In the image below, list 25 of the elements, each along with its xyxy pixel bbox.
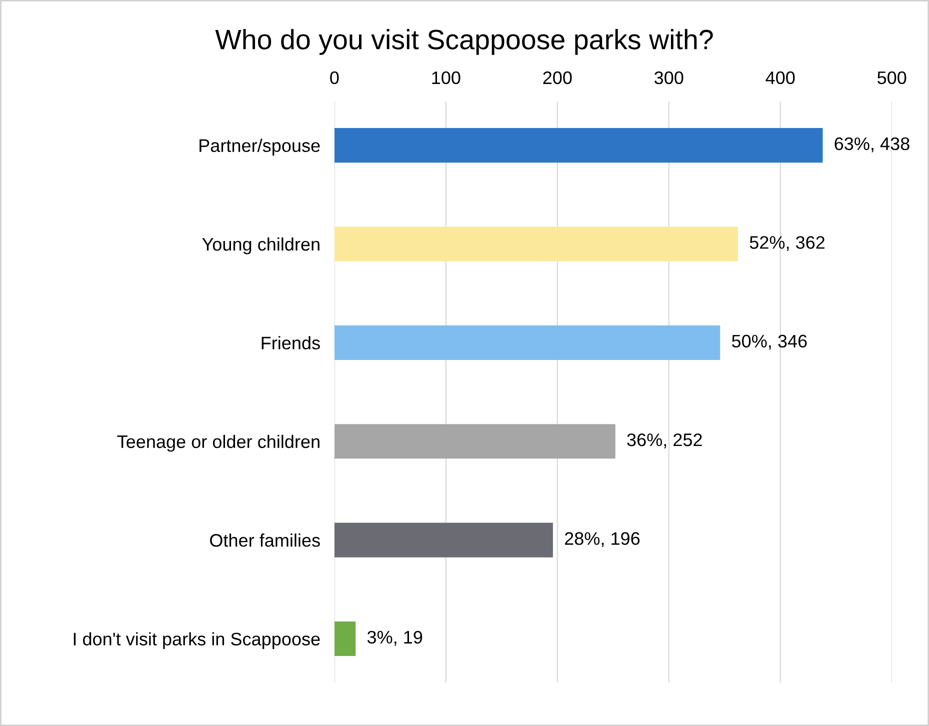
bar: [334, 325, 720, 360]
y-tick-label: I don't visit parks in Scappoose: [74, 632, 320, 650]
y-tick-label: Partner/spouse: [200, 138, 320, 156]
chart-title: Who do you visit Scappoose parks with?: [215, 29, 713, 55]
data-label: 50%, 346: [732, 334, 807, 350]
y-tick-label: Teenage or older children: [117, 434, 320, 452]
bar: [334, 128, 823, 163]
bar: [334, 522, 553, 558]
data-label: 3%, 19: [367, 630, 422, 646]
bar: [334, 424, 616, 459]
data-label: 36%, 252: [627, 433, 702, 448]
bar: [334, 226, 738, 262]
x-tick-label: 400: [766, 71, 795, 84]
y-tick-label: Friends: [262, 336, 320, 350]
y-tick-label: Other families: [210, 534, 320, 547]
data-label: 28%, 196: [564, 532, 640, 548]
bar: [334, 622, 356, 656]
x-tick-label: 500: [878, 71, 906, 84]
x-tick-label: 0: [330, 71, 339, 84]
data-label: 52%, 362: [750, 236, 824, 251]
y-tick-label: Young children: [202, 237, 320, 254]
x-tick-label: 100: [432, 71, 460, 84]
x-tick-label: 300: [654, 71, 684, 84]
data-label: 63%, 438: [834, 137, 910, 152]
x-tick-label: 200: [543, 71, 572, 84]
